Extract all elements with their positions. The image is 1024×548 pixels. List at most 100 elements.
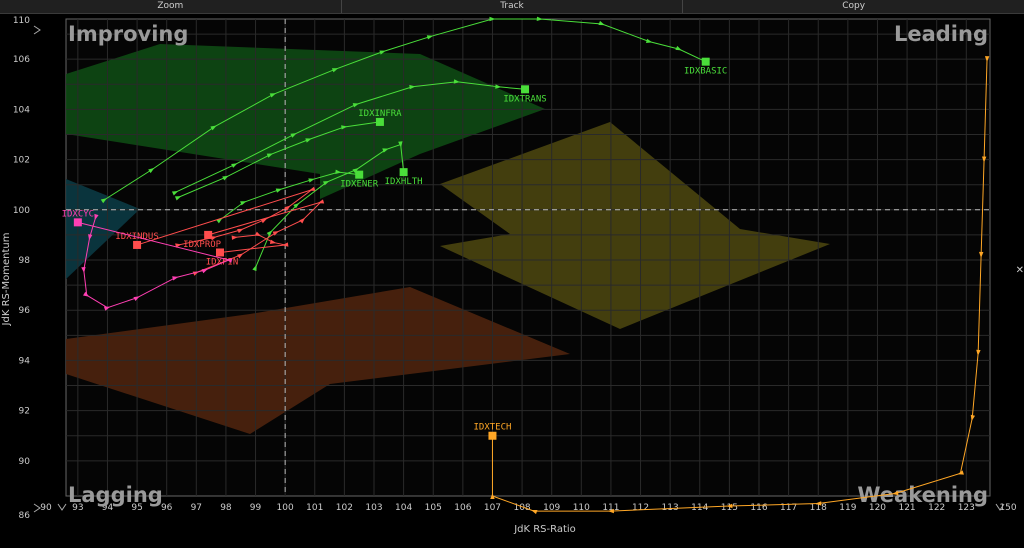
series-point	[726, 503, 733, 509]
y-tick-label: 104	[13, 105, 30, 115]
series-point	[815, 501, 822, 506]
x-tick-label: 94	[102, 503, 114, 513]
series-label-idxhlth: IDXHLTH	[385, 177, 423, 187]
series-label-idxtrans: IDXTRANS	[503, 94, 546, 104]
quadrant-label-leading: Leading	[894, 22, 988, 46]
series-point	[266, 230, 273, 237]
quadrant-label-lagging: Lagging	[68, 483, 163, 507]
x-tick-label: 96	[161, 503, 173, 513]
y-tick-label: 110	[13, 16, 30, 26]
series-tail-idxtrans	[175, 81, 526, 193]
series-point	[489, 16, 496, 22]
series-point	[284, 205, 291, 211]
series-point	[252, 264, 257, 272]
series-point	[88, 234, 93, 241]
x-tick-label: 95	[131, 503, 142, 513]
series-point	[269, 93, 277, 98]
series-head-idxcyc	[73, 218, 82, 227]
series-head-idxbasic	[701, 57, 710, 66]
toolbar: Zoom Track Copy	[0, 0, 1024, 14]
series-head-idxener	[355, 170, 364, 179]
series-point	[352, 103, 360, 108]
series-head-idxtech	[488, 431, 497, 440]
series-point	[216, 218, 223, 224]
y-axis-break-bottom	[33, 503, 41, 513]
series-point	[299, 217, 306, 224]
series-point	[225, 258, 233, 263]
series-point	[293, 202, 300, 209]
series-point	[282, 242, 289, 247]
series-point	[607, 508, 614, 514]
series-point	[331, 68, 339, 73]
series-point	[341, 125, 348, 130]
scroll-right-arrow[interactable]: ✕	[1015, 265, 1024, 276]
series-label-idxinfra: IDXINFRA	[358, 109, 402, 119]
series-label-idxprop: IDXPROP	[183, 240, 222, 250]
copy-button[interactable]: Copy	[842, 1, 866, 11]
series-tail-idxinfra	[178, 121, 380, 198]
y-tick-label: 102	[13, 156, 30, 166]
series-point	[382, 148, 389, 153]
y-tick-label: 92	[19, 407, 30, 417]
x-axis-label: JdK RS-Ratio	[513, 524, 576, 535]
series-tail-idxcyc	[77, 217, 231, 309]
x-tick-label: 116	[750, 503, 767, 513]
series-point	[305, 138, 312, 143]
x-tick-label: 110	[573, 503, 590, 513]
series-point	[272, 231, 279, 236]
x-tick-label: 120	[869, 503, 886, 513]
series-tail-idxhlth	[255, 143, 405, 268]
x-tick-label: 118	[810, 503, 827, 513]
series-tail-idxprop	[196, 201, 322, 274]
improving-arrow-shape	[66, 44, 545, 199]
series-point	[892, 490, 899, 496]
quadrant-label-improving: Improving	[68, 22, 188, 46]
series-head-idxinfra	[375, 117, 384, 126]
series-point	[453, 79, 460, 84]
x-tick-label: 104	[395, 503, 412, 513]
series-point	[266, 153, 274, 158]
series-point	[409, 84, 416, 90]
series-point	[148, 167, 155, 174]
series-point	[290, 133, 297, 138]
series-point	[308, 178, 315, 183]
x-tick-label: 114	[691, 503, 708, 513]
y-tick-label: 96	[19, 306, 31, 316]
series-point	[210, 125, 217, 131]
x-tick-label: 111	[602, 503, 619, 513]
y-tick-label: 94	[19, 356, 31, 366]
x-tick-label: 103	[365, 503, 382, 513]
series-point	[495, 84, 502, 89]
series-point	[240, 201, 247, 206]
series-point	[322, 181, 330, 186]
y-tick-label: 100	[13, 206, 30, 216]
leading-arrow-shape	[440, 122, 830, 329]
zoom-button[interactable]: Zoom	[0, 0, 342, 13]
x-tick-label: 108	[513, 503, 530, 513]
series-point	[231, 163, 238, 168]
series-point	[490, 493, 495, 499]
series-point	[335, 169, 342, 174]
x-tick-label: 117	[780, 503, 797, 513]
x-tick-label: 105	[425, 503, 442, 513]
x-tick-label: 93	[72, 503, 83, 513]
y-tick-label: 98	[19, 256, 31, 266]
series-point	[308, 186, 316, 191]
series-point	[979, 251, 984, 258]
series-head-idxindus	[133, 240, 142, 249]
series-point	[598, 20, 605, 26]
x-axis-break-right	[995, 503, 1005, 511]
track-button[interactable]: Track	[342, 0, 684, 13]
y-tick-label: 106	[13, 55, 30, 65]
series-point	[94, 213, 99, 221]
series-head-idxtrans	[521, 85, 530, 94]
series-point	[81, 266, 86, 274]
x-tick-label: 113	[662, 503, 679, 513]
series-label-idxcyc: IDXCYC	[62, 209, 95, 219]
series-point	[222, 175, 229, 181]
series-point	[103, 306, 111, 311]
x-tick-label: 115	[721, 503, 738, 513]
series-tail-idxener	[219, 171, 360, 221]
series-head-idxhlth	[399, 168, 408, 177]
x-tick-label: 109	[543, 503, 560, 513]
